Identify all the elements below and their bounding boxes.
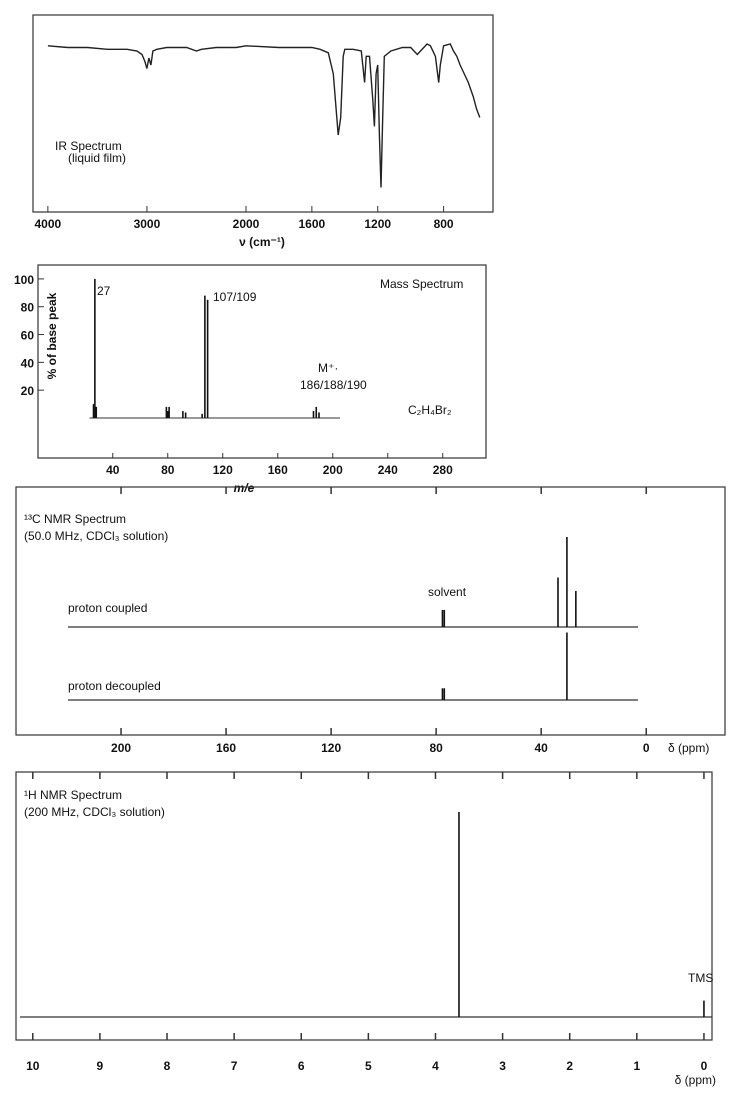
x-tick-label: 3 [499,1059,506,1073]
x-tick-label: 6 [298,1059,305,1073]
x-axis-label: δ (ppm) [675,1073,716,1087]
chart-title: IR Spectrum [55,139,122,153]
y-tick-label: 60 [21,329,35,343]
annotation: 27 [97,284,111,298]
ir-trace [47,43,481,188]
chart-subtitle: (200 MHz, CDCl₃ solution) [24,805,165,819]
chart-title: Mass Spectrum [380,277,463,291]
x-axis-label: δ (ppm) [668,741,709,755]
annotation: C₂H₄Br₂ [408,403,452,417]
y-tick-label: 100 [14,273,34,287]
x-tick-label: 80 [161,463,175,477]
x-tick-label: 1 [633,1059,640,1073]
x-tick-label: 40 [535,741,549,755]
annotation: TMS [688,971,713,985]
x-axis-label: m/e [234,481,255,495]
x-tick-label: 80 [429,741,443,755]
annotation: 186/188/190 [300,378,367,392]
x-tick-label: 4000 [35,217,62,231]
x-tick-label: 2 [566,1059,573,1073]
x-tick-label: 200 [111,741,131,755]
x-tick-label: 7 [231,1059,238,1073]
x-tick-label: 10 [26,1059,40,1073]
x-tick-label: 1600 [299,217,326,231]
chart-subtitle: (liquid film) [68,151,126,165]
chart-title: ¹³C NMR Spectrum [24,512,126,526]
x-tick-label: 2000 [233,217,260,231]
x-tick-label: 3000 [134,217,161,231]
x-tick-label: 120 [321,741,341,755]
frame [37,264,487,459]
x-tick-label: 240 [378,463,398,477]
x-axis-label: ν (cm⁻¹) [239,235,285,249]
chart-title: ¹H NMR Spectrum [24,788,122,802]
x-tick-label: 160 [268,463,288,477]
frame [32,14,494,213]
x-tick-label: 280 [433,463,453,477]
x-tick-label: 9 [97,1059,104,1073]
y-axis-label: % of base peak [45,292,59,379]
x-tick-label: 800 [434,217,454,231]
y-tick-label: 40 [21,356,35,370]
x-tick-label: 0 [643,741,650,755]
x-tick-label: 4 [432,1059,439,1073]
annotation: 107/109 [213,290,257,304]
x-tick-label: 8 [164,1059,171,1073]
annotation: M⁺· [318,361,338,375]
frame [15,486,726,736]
y-tick-label: 80 [21,301,35,315]
y-tick-label: 20 [21,384,35,398]
x-tick-label: 1200 [364,217,391,231]
x-tick-label: 0 [701,1059,708,1073]
trace-label: proton decoupled [68,679,161,693]
frame [15,771,713,1041]
x-tick-label: 40 [106,463,120,477]
annotation: solvent [428,585,467,599]
x-tick-label: 5 [365,1059,372,1073]
x-tick-label: 200 [323,463,343,477]
trace-label: proton coupled [68,601,147,615]
chart-subtitle: (50.0 MHz, CDCl₃ solution) [24,529,168,543]
x-tick-label: 160 [216,741,236,755]
x-tick-label: 120 [213,463,233,477]
